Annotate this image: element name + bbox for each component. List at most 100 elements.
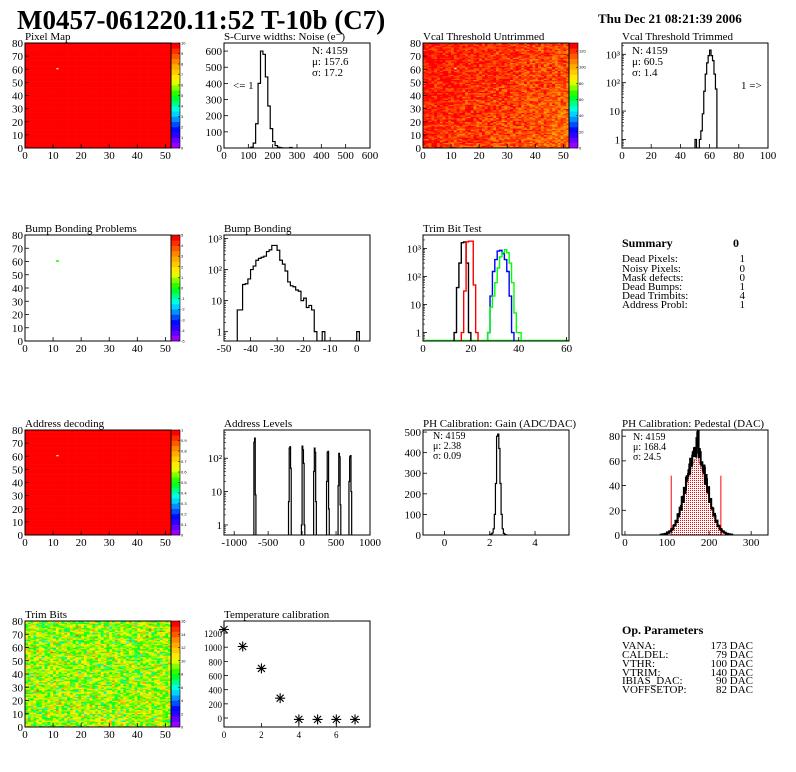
heatmap-cell [120, 104, 124, 107]
heatmap-cell [137, 140, 141, 142]
heatmap-cell [100, 142, 104, 145]
heatmap-cell [117, 53, 121, 56]
heatmap-cell [142, 87, 147, 90]
heatmap-cell [140, 113, 144, 116]
heatmap-cell [117, 132, 121, 134]
heatmap-cell [72, 125, 76, 128]
heatmap-cell [137, 146, 141, 148]
heatmap-cell [154, 109, 158, 112]
heatmap-cell [123, 64, 127, 66]
heatmap-cell [67, 144, 71, 146]
heatmap-cell [25, 129, 29, 132]
heatmap-cell [75, 61, 79, 63]
heatmap-cell [434, 144, 438, 146]
heatmap-cell [50, 130, 54, 133]
heatmap-cell [425, 79, 429, 82]
heatmap-cell [162, 129, 166, 132]
heatmap-cell [134, 146, 138, 148]
heatmap-cell [64, 144, 68, 146]
heatmap-cell [47, 106, 51, 108]
heatmap-cell [33, 132, 37, 134]
heatmap-cell [137, 53, 141, 56]
heatmap-cell [112, 100, 116, 103]
heatmap-cell [98, 133, 102, 136]
heatmap-cell [159, 52, 163, 54]
heatmap-cell [442, 106, 446, 108]
heatmap-cell [64, 130, 68, 133]
heatmap-cell [39, 71, 43, 74]
heatmap-cell [142, 45, 147, 48]
heatmap-cell [151, 123, 155, 125]
heatmap-cell [142, 53, 147, 56]
heatmap-cell [69, 138, 74, 141]
heatmap-cell [423, 74, 427, 77]
heatmap-cell [103, 74, 107, 77]
heatmap-cell [69, 62, 74, 65]
heatmap-cell [69, 100, 74, 103]
heatmap-cell [106, 77, 110, 79]
heatmap-cell [75, 62, 79, 65]
heatmap-cell [151, 144, 155, 146]
heatmap-cell [131, 141, 135, 144]
heatmap-cell [33, 44, 37, 46]
heatmap-cell [44, 78, 48, 81]
heatmap-cell [25, 119, 29, 121]
heatmap-cell [109, 121, 113, 124]
heatmap-cell [95, 130, 99, 133]
heatmap-cell [126, 69, 130, 71]
heatmap-cell [126, 106, 130, 108]
heatmap-cell [425, 87, 429, 90]
heatmap-cell [44, 138, 48, 141]
heatmap-cell [428, 142, 432, 145]
heatmap-cell [140, 109, 144, 112]
heatmap-cell [78, 119, 82, 121]
heatmap-cell [92, 102, 96, 104]
heatmap-cell [117, 67, 121, 70]
heatmap-cell [98, 136, 102, 138]
heatmap-cell [98, 46, 102, 49]
heatmap-cell [142, 111, 147, 113]
heatmap-cell [159, 48, 163, 50]
heatmap-cell [58, 62, 62, 65]
heatmap-cell [439, 64, 443, 66]
heatmap-cell [439, 90, 443, 92]
heatmap-cell [81, 90, 85, 92]
heatmap-cell [117, 58, 121, 61]
heatmap-cell [154, 49, 158, 52]
heatmap-cell [75, 128, 79, 130]
heatmap-cell [428, 69, 432, 71]
heatmap-cell [112, 124, 116, 126]
heatmap-cell [117, 144, 121, 146]
heatmap-cell [75, 79, 79, 82]
heatmap-cell [67, 67, 71, 70]
heatmap-cell [64, 102, 68, 104]
heatmap-cell [134, 138, 138, 141]
heatmap-cell [142, 128, 147, 130]
heatmap-cell [112, 109, 116, 112]
heatmap-cell [75, 117, 79, 120]
heatmap-cell [156, 138, 161, 141]
heatmap-cell [120, 61, 124, 63]
heatmap-cell [41, 116, 45, 119]
heatmap-cell [128, 53, 132, 56]
heatmap-cell [50, 92, 54, 95]
heatmap-cell [44, 99, 48, 102]
heatmap-cell [162, 100, 166, 103]
heatmap-cell [431, 73, 435, 75]
heatmap-cell [95, 94, 99, 96]
y-tick-label: 10 [12, 130, 24, 142]
heatmap-cell [123, 85, 127, 87]
heatmap-cell [120, 117, 124, 120]
heatmap-cell [50, 121, 54, 124]
palette-tick-label: 4 [181, 104, 184, 109]
heatmap-cell [156, 46, 161, 49]
heatmap-cell [81, 54, 85, 57]
heatmap-cell [44, 145, 48, 147]
heatmap-cell [30, 46, 34, 49]
heatmap-cell [89, 91, 93, 94]
heatmap-cell [36, 142, 40, 145]
heatmap-cell [55, 78, 59, 81]
heatmap-cell [72, 132, 76, 134]
heatmap-cell [25, 61, 29, 63]
heatmap-cell [137, 142, 141, 145]
